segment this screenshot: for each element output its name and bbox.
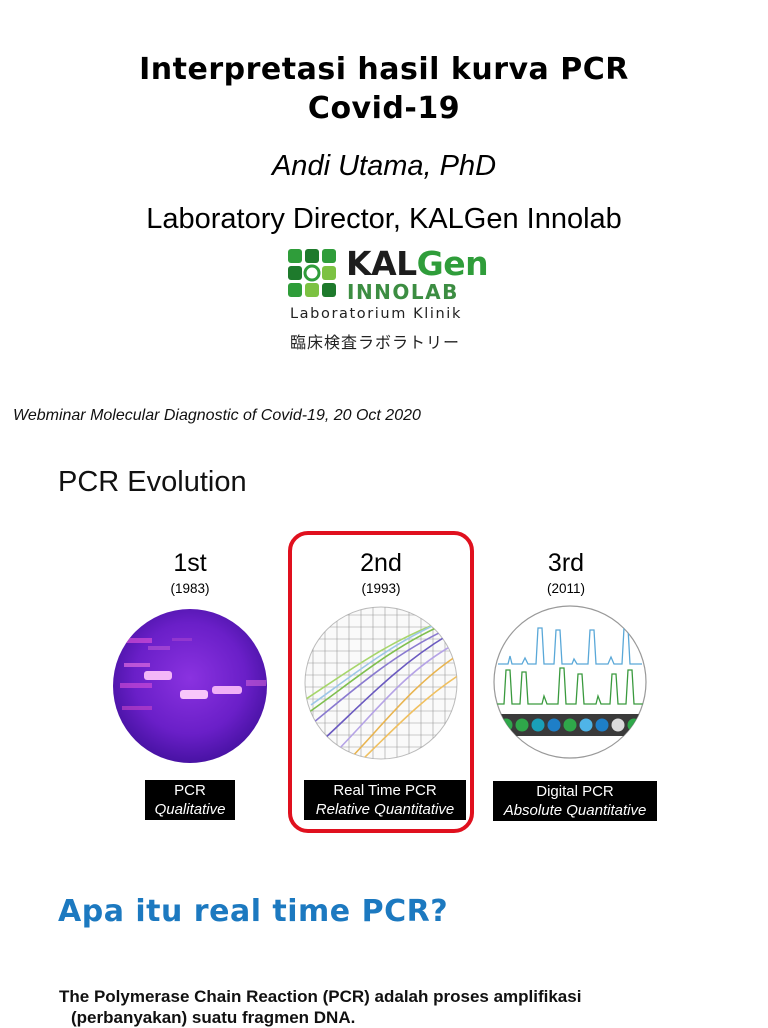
- caption-1st: PCR Qualitative: [145, 780, 235, 820]
- generation-year: (1983): [170, 581, 210, 596]
- generation-3rd: 3rd (2011): [486, 549, 646, 596]
- title-line2: Covid-19: [307, 91, 461, 126]
- digital-pcr-image: [493, 605, 647, 759]
- logo-subtitle: Laboratorium Klinik: [290, 306, 462, 322]
- generation-year: (2011): [546, 581, 586, 596]
- kalgen-logo: KALGen INNOLAB Laboratorium Klinik 臨床検査ラ…: [288, 244, 498, 359]
- generation-year: (1993): [361, 581, 401, 596]
- generation-label: 1st: [173, 549, 207, 577]
- kalgen-mark-icon: [288, 249, 336, 297]
- webinar-note: Webminar Molecular Diagnostic of Covid-1…: [13, 407, 421, 424]
- gel-electrophoresis-image: [113, 609, 267, 763]
- author-name: Andi Utama, PhD: [271, 150, 497, 182]
- section-heading-realtime: Apa itu real time PCR?: [58, 894, 449, 929]
- generation-label: 2nd: [360, 549, 402, 577]
- logo-innolab: INNOLAB: [347, 280, 459, 304]
- title-line1: Interpretasi hasil kurva PCR: [139, 52, 629, 87]
- generation-label: 3rd: [547, 549, 585, 577]
- logo-wordmark: KALGen: [346, 244, 489, 283]
- caption-2nd: Real Time PCR Relative Quantitative: [304, 780, 466, 820]
- amplification-curve-image: [304, 606, 458, 760]
- highlight-frame: [288, 531, 474, 833]
- caption-3rd: Digital PCR Absolute Quantitative: [493, 781, 657, 821]
- section-body-text: The Polymerase Chain Reaction (PCR) adal…: [59, 987, 582, 1027]
- generation-2nd: 2nd (1993): [301, 549, 461, 596]
- generation-1st: 1st (1983): [110, 549, 270, 596]
- section-heading-evolution: PCR Evolution: [58, 466, 247, 498]
- logo-japanese: 臨床検査ラボラトリー: [290, 333, 461, 352]
- author-role: Laboratory Director, KALGen Innolab: [146, 203, 622, 235]
